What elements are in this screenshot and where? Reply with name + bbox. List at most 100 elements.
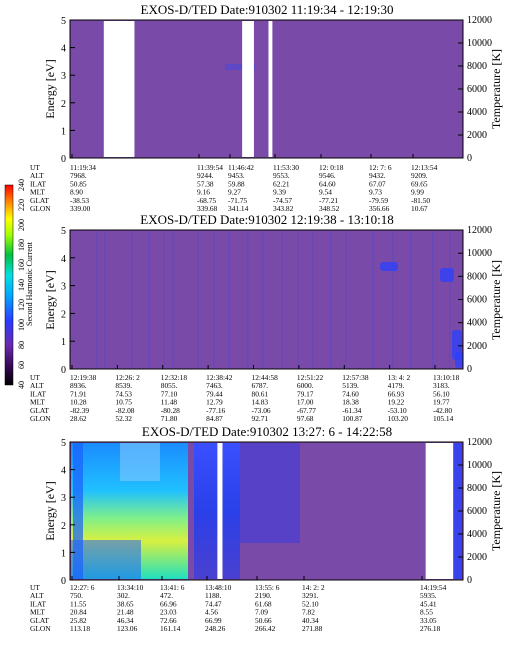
spectral-streak (247, 231, 249, 368)
ephemeris-value: 12:38:42 (206, 373, 233, 382)
ephemeris-label: GLON (30, 414, 51, 423)
ephemeris-value: 1188. (205, 591, 222, 600)
colorbar-gradient (4, 184, 14, 386)
spectral-feature (240, 443, 300, 543)
ephemeris-value: 62.21 (273, 179, 290, 188)
ephemeris-value: 9453. (228, 171, 245, 180)
spectral-streak (345, 231, 347, 368)
ephemeris-value: 11.48 (161, 398, 178, 407)
ephemeris-value: 161.14 (160, 624, 181, 633)
y2tick-label: 12000 (467, 225, 492, 236)
ytick-label: 5 (61, 226, 66, 237)
spectral-feature (120, 443, 160, 481)
ephemeris-value: -42.80 (433, 406, 452, 415)
ephemeris-value: 12:27: 6 (70, 583, 95, 592)
ephemeris-value: 343.82 (273, 204, 294, 213)
ephemeris-label: GLON (30, 204, 51, 213)
ephemeris-value: 348.52 (319, 204, 340, 213)
colorbar-tick: 40 (17, 381, 26, 389)
ephemeris-label: UT (30, 583, 40, 592)
ephemeris-value: 66.93 (388, 389, 405, 398)
y2tick-label: 12000 (467, 15, 492, 26)
ephemeris-value: 356.66 (369, 204, 390, 213)
ephemeris-label: UT (30, 373, 40, 382)
spectral-streak (312, 231, 314, 368)
panel-3-axes: 0 1 2 3 4 5 0 2000 4000 6000 8000 10000 12000 (61, 437, 492, 587)
ephemeris-value: 66.96 (160, 599, 177, 608)
panel-1-axes: 0 1 2 3 4 5 0 2000 4000 6000 8000 10000 12000 (61, 15, 492, 165)
y2tick-label: 4000 (467, 107, 487, 118)
panel-3-data-gaps (217, 443, 454, 579)
ytick-label: 2 (61, 521, 66, 532)
colorbar-tick: 160 (17, 259, 26, 271)
colorbar-tick: 140 (17, 279, 26, 291)
ephemeris-value: 8.90 (70, 188, 83, 197)
ephemeris-label: MLT (30, 188, 45, 197)
ephemeris-value: 7.09 (255, 608, 268, 617)
ytick-label: 2 (61, 309, 66, 320)
spectral-streak (172, 231, 174, 368)
ephemeris-value: 64.60 (319, 179, 336, 188)
panel-2-ephemeris: UT 12:19:38 12:26: 2 12:32:18 12:38:42 12:44:… (30, 373, 460, 423)
ephemeris-value: 61.68 (255, 599, 272, 608)
ytick-label: 0 (61, 154, 66, 165)
ephemeris-value: 11:53:30 (273, 163, 299, 172)
ephemeris-value: 13:55: 6 (255, 583, 280, 592)
ephemeris-value: 10.28 (70, 398, 87, 407)
ephemeris-label: GLAT (30, 406, 49, 415)
ytick-label: 4 (61, 44, 66, 55)
ephemeris-value: 8936. (70, 381, 87, 390)
ephemeris-value: -82.08 (115, 406, 134, 415)
ephemeris-value: 13:48:10 (205, 583, 232, 592)
ephemeris-value: -53.10 (388, 406, 407, 415)
y2tick-label: 10000 (467, 460, 492, 471)
spectral-feature (225, 64, 255, 70)
ephemeris-value: 74.60 (342, 389, 359, 398)
panel-2-spectrogram (96, 231, 463, 368)
ephemeris-value: -68.75 (197, 196, 216, 205)
panel-1-plot-area (70, 20, 463, 158)
ephemeris-value: -77.16 (206, 406, 225, 415)
ephemeris-label: ALT (30, 381, 44, 390)
panel-2-title: EXOS-D/TED Date:910302 12:19:38 - 13:10:… (140, 212, 393, 227)
ephemeris-label: MLT (30, 608, 45, 617)
ephemeris-value: 103.20 (388, 414, 409, 423)
spectral-streak (96, 231, 98, 368)
panel-2-axes: 0 1 2 3 4 5 0 2000 4000 6000 8000 10000 12000 (61, 225, 492, 376)
spectral-streak (449, 231, 451, 368)
data-gap (242, 21, 254, 157)
ytick-label: 1 (61, 548, 66, 559)
panel-3-ephemeris: UT 12:27: 6 13:34:10 13:41: 6 13:48:10 13:55:… (30, 583, 447, 633)
ephemeris-value: 50.66 (255, 616, 272, 625)
panel-2-y2label: Temperature [K] (489, 260, 503, 340)
ephemeris-value: 123.06 (117, 624, 138, 633)
spectral-streak (197, 231, 199, 368)
ephemeris-value: 3291. (302, 591, 319, 600)
ephemeris-label: GLAT (30, 616, 49, 625)
ytick-label: 2 (61, 99, 66, 110)
ephemeris-value: 3183. (433, 381, 450, 390)
colorbar-tick: 100 (17, 319, 26, 331)
ephemeris-value: 11:46:42 (228, 163, 254, 172)
colorbar-tick: 220 (17, 199, 26, 211)
ephemeris-value: 38.65 (117, 599, 134, 608)
ephemeris-value: 14:19:54 (420, 583, 447, 592)
ephemeris-value: 100.87 (342, 414, 363, 423)
ephemeris-value: 12:51:22 (297, 373, 324, 382)
ephemeris-value: 71.91 (70, 389, 87, 398)
spectral-streak (372, 231, 374, 368)
ephemeris-value: 12:19:38 (70, 373, 97, 382)
spectral-streak (262, 231, 264, 368)
spectral-feature (440, 268, 454, 282)
ephemeris-value: 7463. (206, 381, 223, 390)
y2tick-label: 2000 (467, 341, 487, 352)
ephemeris-value: 339.68 (197, 204, 218, 213)
ephemeris-value: 12:44:58 (252, 373, 279, 382)
ephemeris-value: 6000. (297, 381, 314, 390)
ephemeris-value: 74.53 (115, 389, 132, 398)
ephemeris-value: 9.54 (319, 188, 332, 197)
y2tick-label: 2000 (467, 130, 487, 141)
ephemeris-value: 339.00 (70, 204, 91, 213)
ephemeris-value: 18.38 (342, 398, 359, 407)
